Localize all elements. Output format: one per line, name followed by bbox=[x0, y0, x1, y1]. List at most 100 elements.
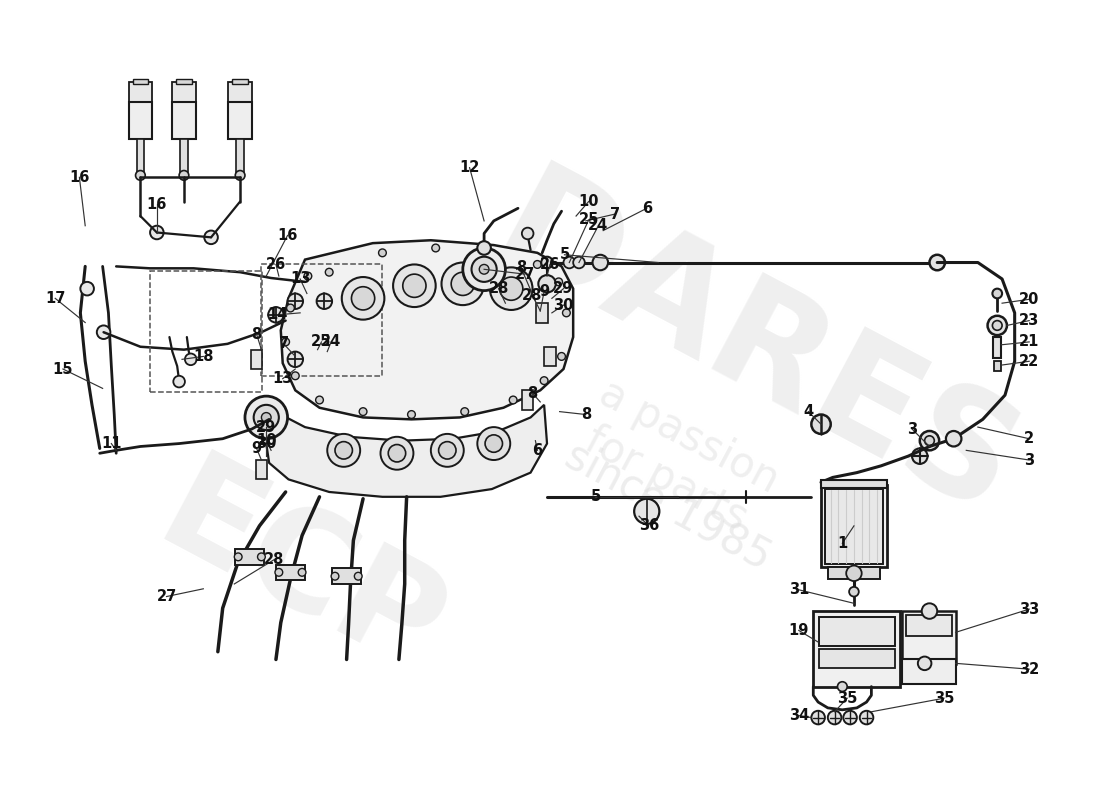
Circle shape bbox=[254, 405, 278, 430]
Bar bbox=[129, 102, 152, 138]
Bar bbox=[820, 617, 894, 646]
Text: 11: 11 bbox=[101, 436, 122, 451]
Text: 12: 12 bbox=[460, 160, 480, 175]
Circle shape bbox=[316, 396, 323, 404]
Circle shape bbox=[988, 316, 1007, 335]
Text: 19: 19 bbox=[789, 623, 808, 638]
Text: 8: 8 bbox=[516, 260, 526, 275]
Circle shape bbox=[538, 275, 556, 293]
Text: 27: 27 bbox=[156, 589, 177, 604]
Circle shape bbox=[946, 431, 961, 446]
Text: 27: 27 bbox=[515, 266, 535, 282]
Circle shape bbox=[563, 257, 575, 268]
Text: 3: 3 bbox=[908, 422, 917, 437]
Bar bbox=[129, 82, 152, 102]
Text: 22: 22 bbox=[1019, 354, 1040, 369]
Circle shape bbox=[388, 445, 406, 462]
Circle shape bbox=[235, 170, 245, 180]
Text: 14: 14 bbox=[267, 307, 288, 322]
Bar bbox=[176, 78, 191, 84]
Text: 35: 35 bbox=[837, 690, 857, 706]
Text: 18: 18 bbox=[194, 349, 213, 364]
Circle shape bbox=[179, 170, 189, 180]
Circle shape bbox=[275, 569, 283, 576]
Circle shape bbox=[485, 251, 493, 258]
Text: ECP: ECP bbox=[136, 445, 464, 704]
Circle shape bbox=[812, 710, 825, 724]
Text: since 1985: since 1985 bbox=[558, 434, 779, 578]
Text: DARES: DARES bbox=[471, 154, 1040, 549]
Text: 33: 33 bbox=[1019, 602, 1040, 617]
Circle shape bbox=[920, 431, 939, 450]
Text: 35: 35 bbox=[934, 690, 954, 706]
Text: 34: 34 bbox=[789, 708, 808, 723]
Text: 5: 5 bbox=[591, 490, 601, 504]
Circle shape bbox=[480, 265, 488, 274]
Bar bbox=[229, 82, 252, 102]
Bar bbox=[136, 138, 144, 173]
Circle shape bbox=[992, 289, 1002, 298]
Text: 1: 1 bbox=[837, 536, 847, 550]
Circle shape bbox=[80, 282, 94, 295]
Circle shape bbox=[97, 326, 110, 339]
Text: 8: 8 bbox=[527, 386, 538, 401]
Circle shape bbox=[439, 442, 456, 459]
Circle shape bbox=[304, 272, 311, 280]
Text: a passion
for parts: a passion for parts bbox=[570, 372, 786, 545]
Text: 29: 29 bbox=[256, 420, 276, 434]
Circle shape bbox=[521, 228, 534, 239]
Text: 23: 23 bbox=[1019, 313, 1040, 328]
Circle shape bbox=[403, 274, 426, 298]
Circle shape bbox=[135, 170, 145, 180]
Circle shape bbox=[441, 262, 484, 305]
Circle shape bbox=[298, 569, 306, 576]
Bar bbox=[537, 303, 548, 322]
Text: 24: 24 bbox=[588, 218, 608, 234]
Text: 21: 21 bbox=[1019, 334, 1040, 350]
Circle shape bbox=[499, 277, 522, 300]
Circle shape bbox=[234, 553, 242, 561]
Circle shape bbox=[490, 267, 532, 310]
Bar bbox=[332, 569, 361, 584]
Text: 28: 28 bbox=[488, 281, 509, 296]
Circle shape bbox=[635, 498, 659, 524]
Circle shape bbox=[257, 553, 265, 561]
Text: 30: 30 bbox=[553, 298, 574, 313]
Circle shape bbox=[930, 254, 945, 270]
Circle shape bbox=[828, 710, 842, 724]
Text: 17: 17 bbox=[45, 291, 65, 306]
Text: 2: 2 bbox=[1024, 431, 1034, 446]
Circle shape bbox=[849, 587, 859, 597]
Bar bbox=[255, 460, 267, 479]
Text: 7: 7 bbox=[609, 206, 620, 222]
Circle shape bbox=[477, 242, 491, 254]
Text: 4: 4 bbox=[803, 404, 814, 419]
Bar bbox=[133, 78, 148, 84]
Circle shape bbox=[812, 414, 830, 434]
Bar bbox=[180, 138, 188, 173]
Circle shape bbox=[558, 353, 565, 360]
Text: 13: 13 bbox=[290, 271, 310, 286]
Polygon shape bbox=[266, 405, 547, 497]
Bar bbox=[906, 615, 952, 636]
Circle shape bbox=[912, 449, 927, 464]
Polygon shape bbox=[280, 240, 573, 419]
Circle shape bbox=[326, 268, 333, 276]
Circle shape bbox=[393, 265, 436, 307]
Text: 6: 6 bbox=[641, 201, 652, 216]
Bar bbox=[276, 565, 305, 580]
Text: 13: 13 bbox=[273, 371, 293, 386]
Circle shape bbox=[342, 277, 384, 320]
Text: 16: 16 bbox=[146, 197, 167, 212]
Circle shape bbox=[328, 434, 360, 467]
Bar bbox=[902, 611, 956, 664]
Text: 10: 10 bbox=[579, 194, 598, 209]
Text: 8: 8 bbox=[252, 326, 262, 342]
Circle shape bbox=[922, 603, 937, 619]
Circle shape bbox=[287, 294, 303, 309]
Text: 36: 36 bbox=[639, 518, 659, 534]
Circle shape bbox=[485, 435, 503, 452]
Bar bbox=[993, 337, 1001, 358]
Circle shape bbox=[381, 437, 414, 470]
Circle shape bbox=[846, 566, 861, 581]
